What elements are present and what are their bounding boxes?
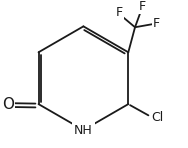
Text: F: F <box>116 6 123 19</box>
Text: F: F <box>139 0 146 13</box>
Text: Cl: Cl <box>151 111 163 124</box>
Text: NH: NH <box>74 124 93 136</box>
Text: O: O <box>2 97 14 112</box>
Text: F: F <box>153 17 160 30</box>
